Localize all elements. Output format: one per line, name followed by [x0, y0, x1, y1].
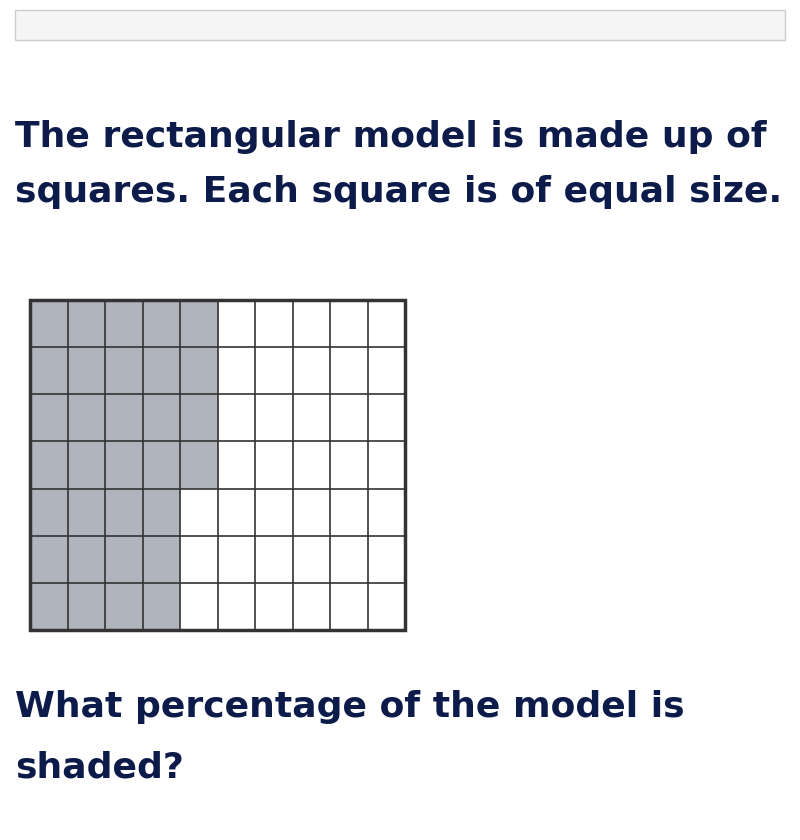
Bar — [255, 442, 293, 489]
Bar — [218, 300, 255, 347]
Bar — [293, 489, 330, 536]
Bar — [255, 300, 293, 347]
Bar — [330, 394, 367, 442]
Text: The rectangular model is made up of: The rectangular model is made up of — [15, 120, 766, 154]
Bar — [330, 489, 367, 536]
Bar — [255, 489, 293, 536]
Bar — [330, 536, 367, 583]
Text: shaded?: shaded? — [15, 750, 184, 784]
Bar — [367, 394, 405, 442]
Bar — [255, 347, 293, 394]
Bar — [180, 394, 218, 442]
Bar — [30, 347, 67, 394]
Bar — [218, 583, 255, 630]
Bar — [105, 347, 142, 394]
Bar — [367, 583, 405, 630]
Bar — [255, 536, 293, 583]
Bar — [218, 442, 255, 489]
Bar — [367, 489, 405, 536]
Bar — [180, 347, 218, 394]
Bar — [105, 300, 142, 347]
Bar — [30, 442, 67, 489]
Text: What percentage of the model is: What percentage of the model is — [15, 690, 685, 724]
Bar — [180, 583, 218, 630]
Bar — [105, 489, 142, 536]
Bar — [67, 300, 105, 347]
Bar — [105, 583, 142, 630]
Bar — [105, 442, 142, 489]
Bar — [67, 536, 105, 583]
Bar — [142, 583, 180, 630]
Bar — [105, 394, 142, 442]
Bar — [330, 442, 367, 489]
Text: squares. Each square is of equal size.: squares. Each square is of equal size. — [15, 175, 782, 209]
Bar — [293, 347, 330, 394]
Bar — [142, 442, 180, 489]
Bar — [30, 489, 67, 536]
Bar — [30, 536, 67, 583]
Bar — [367, 347, 405, 394]
Bar — [180, 536, 218, 583]
Bar — [30, 394, 67, 442]
Bar — [30, 300, 405, 630]
Bar — [293, 300, 330, 347]
Bar — [180, 489, 218, 536]
Bar — [67, 489, 105, 536]
Bar — [330, 300, 367, 347]
Bar — [218, 394, 255, 442]
Bar — [142, 347, 180, 394]
Bar — [293, 583, 330, 630]
Bar — [218, 536, 255, 583]
Bar — [180, 442, 218, 489]
Bar — [30, 300, 67, 347]
Bar — [367, 442, 405, 489]
Bar — [15, 10, 785, 40]
Bar — [293, 442, 330, 489]
Bar — [255, 394, 293, 442]
Bar — [293, 394, 330, 442]
Bar — [142, 300, 180, 347]
Bar — [255, 583, 293, 630]
Bar — [30, 583, 67, 630]
Bar — [330, 583, 367, 630]
Bar — [293, 536, 330, 583]
Bar — [180, 300, 218, 347]
Bar — [218, 489, 255, 536]
Bar — [367, 300, 405, 347]
Bar — [218, 347, 255, 394]
Bar — [67, 394, 105, 442]
Bar — [330, 347, 367, 394]
Bar — [67, 347, 105, 394]
Bar — [367, 536, 405, 583]
Bar — [67, 442, 105, 489]
Bar — [67, 583, 105, 630]
Bar — [142, 394, 180, 442]
Bar — [105, 536, 142, 583]
Bar — [142, 536, 180, 583]
Bar — [142, 489, 180, 536]
